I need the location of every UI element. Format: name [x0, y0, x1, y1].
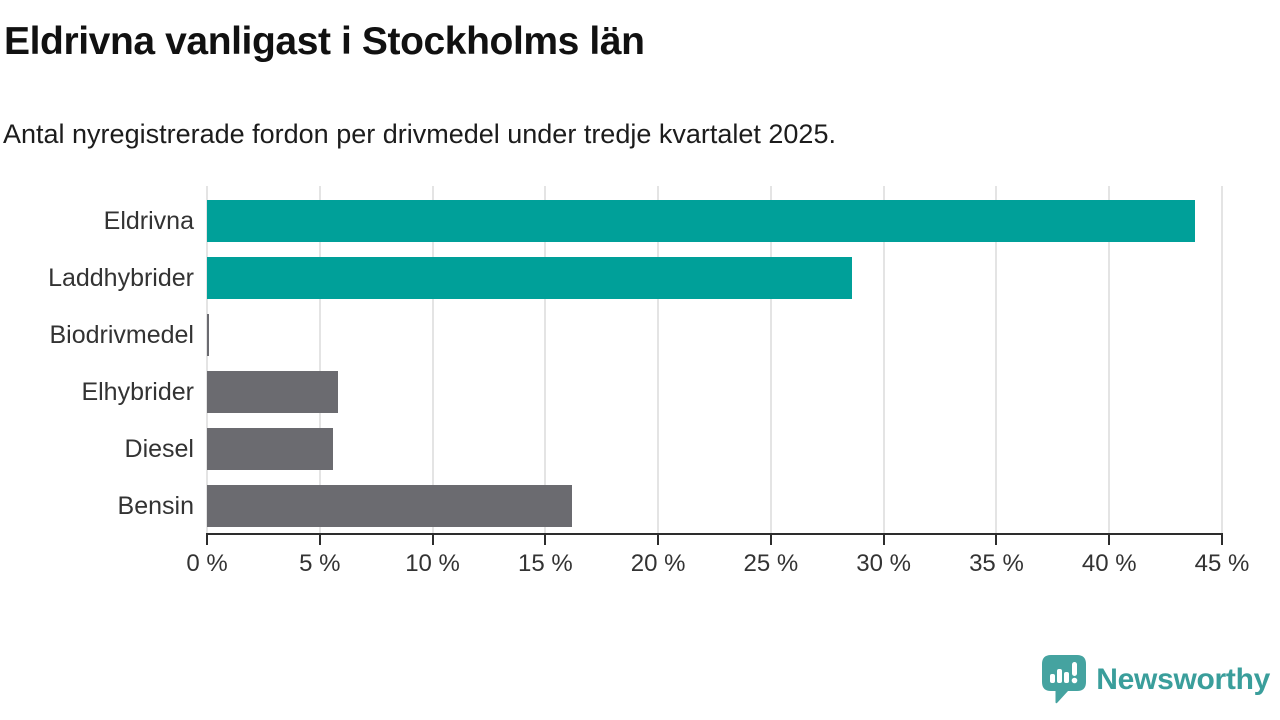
gridline	[206, 186, 208, 535]
x-axis-tick-label: 20 %	[630, 550, 686, 577]
x-axis-tick-label: 30 %	[856, 550, 912, 577]
gridline	[544, 186, 547, 535]
x-axis-line	[206, 533, 1223, 535]
chart-subtitle: Antal nyregistrerade fordon per drivmede…	[3, 119, 836, 149]
bar-diesel	[207, 428, 334, 470]
category-label-bensin: Bensin	[117, 492, 194, 520]
x-axis-tick	[544, 535, 547, 545]
page-title: Eldrivna vanligast i Stockholms län	[4, 20, 645, 63]
gridline	[769, 186, 772, 535]
category-label-laddhybrider: Laddhybrider	[48, 264, 194, 292]
category-label-eldrivna: Eldrivna	[103, 207, 194, 235]
newsworthy-logo-icon	[1042, 655, 1087, 704]
x-axis-tick	[769, 535, 772, 545]
x-axis-tick	[206, 535, 208, 545]
gridline	[1108, 186, 1111, 535]
category-label-diesel: Diesel	[124, 435, 194, 463]
x-axis-tick-label: 5 %	[299, 550, 341, 577]
gridline	[431, 186, 434, 535]
x-axis-tick-label: 35 %	[969, 550, 1024, 577]
bar-bensin	[207, 485, 573, 527]
x-axis-tick-label: 25 %	[743, 550, 799, 577]
bar-eldrivna	[207, 200, 1195, 242]
x-axis-tick-label: 10 %	[405, 550, 460, 577]
x-axis-tick-label: 45 %	[1194, 550, 1250, 577]
gridline	[657, 186, 660, 535]
gridline	[882, 186, 885, 535]
gridline	[318, 186, 321, 535]
x-axis-tick	[882, 535, 885, 545]
bar-biodrivmedel	[207, 314, 210, 356]
bar-elhybrider	[207, 371, 338, 413]
bar-laddhybrider	[207, 257, 853, 299]
bar-chart-plot-area: 0 % 5 % 10 % 15 % 20 % 25 % 30 % 35 % 40 % 45 % El…	[48, 186, 1249, 577]
x-axis-tick	[431, 535, 434, 545]
category-label-elhybrider: Elhybrider	[81, 378, 194, 406]
x-axis-tick-label: 0 %	[186, 550, 228, 577]
gridline	[995, 186, 998, 535]
x-axis-tick-label: 40 %	[1081, 550, 1137, 577]
gridline	[1221, 186, 1223, 535]
x-axis-tick	[657, 535, 660, 545]
x-axis-tick	[1108, 535, 1111, 545]
brand-footer: Newsworthy	[1041, 654, 1270, 705]
brand-name: Newsworthy	[1096, 662, 1270, 696]
category-label-biodrivmedel: Biodrivmedel	[49, 321, 194, 349]
x-axis-tick	[1221, 535, 1223, 545]
x-axis-tick-label: 15 %	[517, 550, 573, 577]
x-axis-tick	[318, 535, 321, 545]
x-axis-tick	[995, 535, 998, 545]
